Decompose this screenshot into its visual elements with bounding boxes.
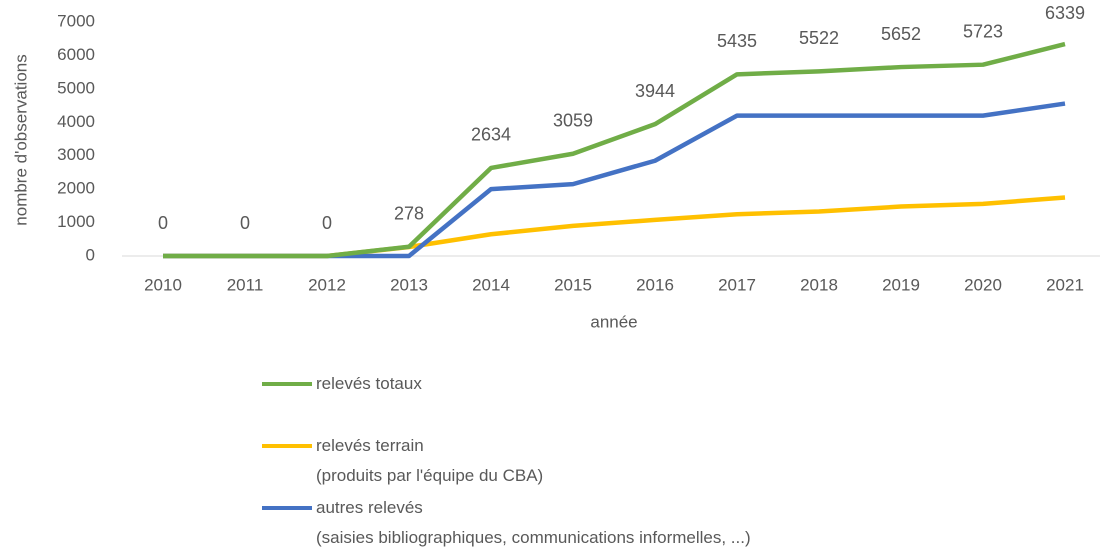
- legend-swatch: [262, 506, 312, 510]
- x-tick-label: 2020: [964, 275, 1002, 294]
- data-label: 5435: [717, 31, 757, 51]
- data-label: 5522: [799, 28, 839, 48]
- legend-label: relevés terrain (produits par l'équipe d…: [316, 436, 544, 485]
- data-label: 5723: [963, 21, 1003, 41]
- data-label: 2634: [471, 125, 511, 145]
- y-tick-label: 4000: [57, 112, 95, 131]
- data-label: 0: [158, 213, 168, 233]
- data-label: 0: [322, 213, 332, 233]
- line-series: [163, 195, 1066, 259]
- x-tick-label: 2011: [227, 275, 264, 294]
- legend-item: relevés terrain (produits par l'équipe d…: [262, 434, 543, 491]
- x-axis-label: année: [590, 312, 637, 331]
- line-series: [163, 41, 1066, 259]
- legend-label: autres relevés (saisies bibliographiques…: [316, 498, 751, 547]
- y-tick-label: 3000: [57, 145, 95, 164]
- x-tick-label: 2021: [1046, 275, 1084, 294]
- x-tick-label: 2013: [390, 275, 428, 294]
- y-tick-label: 6000: [57, 45, 95, 64]
- x-tick-label: 2015: [554, 275, 592, 294]
- x-tick-label: 2018: [800, 275, 838, 294]
- data-label: 5652: [881, 24, 921, 44]
- x-tick-label: 2016: [636, 275, 674, 294]
- y-tick-label: 5000: [57, 78, 95, 97]
- y-tick-label: 7000: [57, 11, 95, 30]
- data-label: 0: [240, 213, 250, 233]
- x-tick-label: 2019: [882, 275, 920, 294]
- legend-item: autres relevés (saisies bibliographiques…: [262, 496, 751, 551]
- legend-swatch: [262, 382, 312, 386]
- y-tick-label: 0: [86, 245, 95, 264]
- y-tick-label: 1000: [57, 212, 95, 231]
- y-axis-label: nombre d'observations: [11, 54, 30, 225]
- data-label: 3059: [553, 110, 593, 130]
- y-tick-label: 2000: [57, 179, 95, 198]
- data-label: 3944: [635, 81, 675, 101]
- line-series: [163, 101, 1066, 259]
- data-label: 278: [394, 203, 424, 223]
- legend-item: relevés totaux: [262, 372, 422, 399]
- x-tick-label: 2014: [472, 275, 510, 294]
- x-tick-label: 2012: [308, 275, 346, 294]
- x-tick-label: 2010: [144, 275, 182, 294]
- data-label: 6339: [1045, 3, 1085, 23]
- legend-swatch: [262, 444, 312, 448]
- legend-label: relevés totaux: [316, 374, 422, 393]
- x-tick-label: 2017: [718, 275, 756, 294]
